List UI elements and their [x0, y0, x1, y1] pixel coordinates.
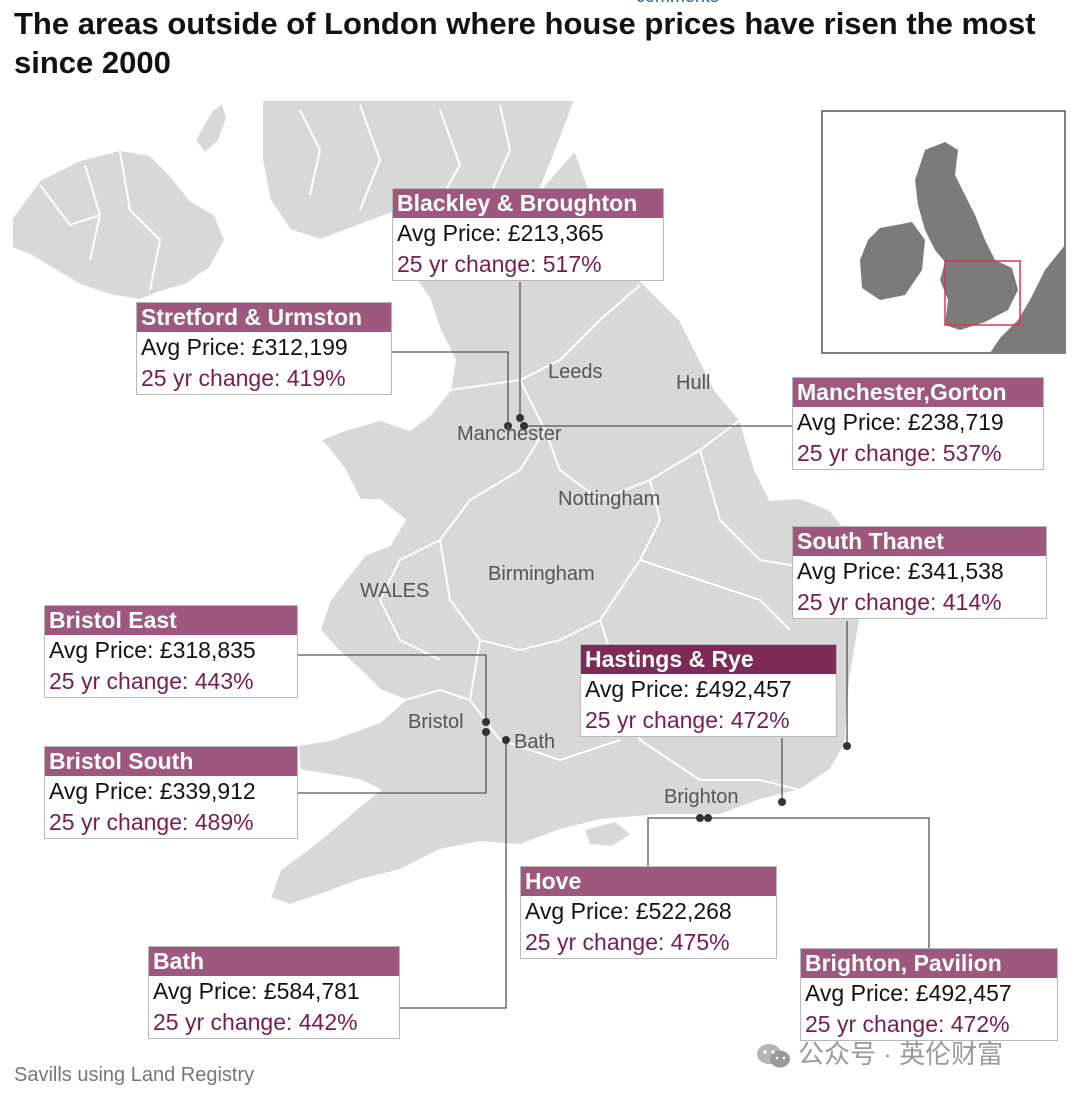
area-25yr-change: 25 yr change: 489% — [49, 809, 254, 835]
inset-europe — [990, 245, 1065, 353]
area-label-bristol-east: Bristol East Avg Price: £318,835 25 yr c… — [44, 605, 298, 698]
isle-of-man-landmass — [196, 104, 226, 152]
city-label-bath: Bath — [514, 731, 556, 753]
marker-hove — [696, 814, 704, 822]
area-label-south-thanet: South Thanet Avg Price: £341,538 25 yr c… — [792, 526, 1047, 619]
leader-bath — [399, 740, 507, 1009]
leader-stretford — [392, 351, 509, 426]
area-avg-price: Avg Price: £341,538 — [797, 558, 1004, 584]
location-markers — [482, 414, 851, 822]
wechat-icon — [757, 1044, 790, 1068]
area-25yr-change: 25 yr change: 442% — [153, 1009, 358, 1035]
city-label-manchester: Manchester — [457, 423, 562, 445]
area-label-brighton-pavilion: Brighton, Pavilion Avg Price: £492,457 2… — [800, 948, 1058, 1041]
area-avg-price: Avg Price: £238,719 — [797, 409, 1004, 435]
area-label-hove: Hove Avg Price: £522,268 25 yr change: 4… — [520, 866, 777, 959]
city-label-bristol: Bristol — [408, 711, 464, 733]
area-25yr-change: 25 yr change: 537% — [797, 440, 1002, 466]
inset-ireland — [860, 222, 925, 300]
comments-link[interactable]: comments — [636, 0, 719, 7]
marker-hastings — [778, 798, 786, 806]
area-label-stretford-urmston: Stretford & Urmston Avg Price: £312,199 … — [136, 302, 392, 395]
marker-thanet — [843, 742, 851, 750]
marker-blackley — [516, 414, 524, 422]
area-name: Brighton, Pavilion — [801, 949, 1057, 978]
area-avg-price: Avg Price: £522,268 — [525, 898, 732, 924]
leader-lines — [297, 282, 930, 1009]
city-label-brighton: Brighton — [664, 786, 739, 808]
watermark-text: 公众号 · 英伦财富 — [798, 1039, 1004, 1069]
area-label-hastings-rye: Hastings & Rye Avg Price: £492,457 25 yr… — [580, 644, 837, 737]
inset-highlight-box — [944, 260, 1021, 326]
area-25yr-change: 25 yr change: 414% — [797, 589, 1002, 615]
region-label-wales: WALES — [360, 580, 430, 602]
area-name: Bristol South — [45, 747, 297, 776]
area-name: Manchester,Gorton — [793, 378, 1043, 407]
marker-bristol-south — [482, 728, 490, 736]
area-25yr-change: 25 yr change: 443% — [49, 668, 254, 694]
area-25yr-change: 25 yr change: 472% — [805, 1011, 1010, 1037]
area-avg-price: Avg Price: £492,457 — [805, 980, 1012, 1006]
inset-map — [821, 110, 1066, 354]
area-25yr-change: 25 yr change: 475% — [525, 929, 730, 955]
leader-hove — [647, 817, 700, 866]
marker-gorton — [520, 422, 528, 430]
city-label-birmingham: Birmingham — [488, 563, 595, 585]
city-label-leeds: Leeds — [548, 361, 603, 383]
area-25yr-change: 25 yr change: 419% — [141, 365, 346, 391]
city-label-hull: Hull — [676, 372, 711, 394]
area-avg-price: Avg Price: £312,199 — [141, 334, 348, 360]
area-name: Stretford & Urmston — [137, 303, 391, 332]
area-name: Bath — [149, 947, 399, 976]
area-name: South Thanet — [793, 527, 1046, 556]
leader-pavilion — [708, 817, 930, 948]
area-avg-price: Avg Price: £213,365 — [397, 220, 604, 246]
area-label-blackley-broughton: Blackley & Broughton Avg Price: £213,365… — [392, 188, 664, 281]
leader-bristol-south — [297, 732, 487, 794]
area-label-manchester-gorton: Manchester,Gorton Avg Price: £238,719 25… — [792, 377, 1044, 470]
marker-bristol-east — [482, 718, 490, 726]
area-25yr-change: 25 yr change: 517% — [397, 251, 602, 277]
area-avg-price: Avg Price: £492,457 — [585, 676, 792, 702]
area-avg-price: Avg Price: £339,912 — [49, 778, 256, 804]
area-avg-price: Avg Price: £318,835 — [49, 637, 256, 663]
source-note: Savills using Land Registry — [14, 1064, 255, 1086]
area-name: Blackley & Broughton — [393, 189, 663, 218]
northern-ireland-landmass — [11, 148, 227, 302]
marker-bath — [502, 736, 510, 744]
area-name: Bristol East — [45, 606, 297, 635]
marker-pavilion — [704, 814, 712, 822]
page-title: The areas outside of London where house … — [14, 6, 1036, 80]
marker-stretford — [504, 422, 512, 430]
watermark: 公众号 · 英伦财富 — [756, 1034, 1003, 1071]
isle-of-wight-landmass — [585, 822, 630, 846]
leader-bristol-east — [297, 654, 487, 722]
city-label-nottingham: Nottingham — [558, 488, 661, 510]
area-label-bath: Bath Avg Price: £584,781 25 yr change: 4… — [148, 946, 400, 1039]
inset-great-britain — [915, 142, 1018, 330]
area-25yr-change: 25 yr change: 472% — [585, 707, 790, 733]
area-avg-price: Avg Price: £584,781 — [153, 978, 360, 1004]
area-name: Hove — [521, 867, 776, 896]
area-name: Hastings & Rye — [581, 645, 836, 674]
area-label-bristol-south: Bristol South Avg Price: £339,912 25 yr … — [44, 746, 298, 839]
